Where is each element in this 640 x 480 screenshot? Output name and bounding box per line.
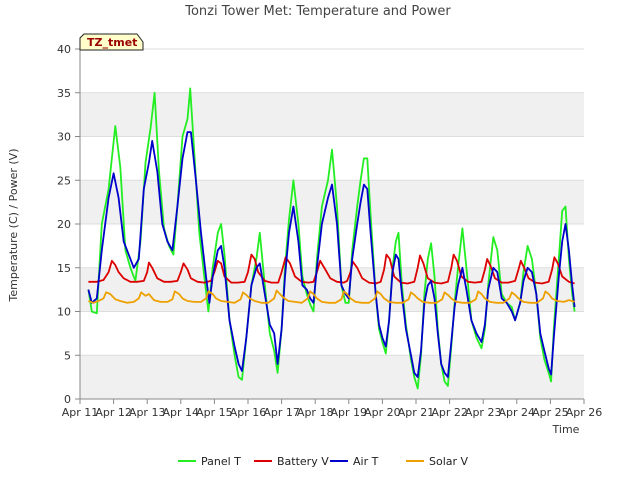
badge: TZ_tmet [79,33,144,51]
x-tick-label: Apr 21 [398,406,435,419]
x-tick-label: Apr 12 [95,406,132,419]
legend-label-panel-t: Panel T [201,455,241,468]
x-tick-label: Apr 13 [129,406,166,419]
x-tick-label: Apr 25 [532,406,569,419]
grid-lines [80,48,584,400]
legend-label-air-t: Air T [353,455,379,468]
y-tick-label: 40 [57,43,71,56]
x-tick-label: Apr 17 [263,406,300,419]
series-line-solar-v [88,289,575,304]
legend: Panel T Battery V Air T Solar V [178,455,469,468]
x-tick-label: Apr 23 [465,406,502,419]
y-tick-label: 25 [57,174,71,187]
series-line-panel-t [87,87,576,390]
grid-band [80,92,584,137]
x-tick-label: Apr 20 [364,406,401,419]
x-tick-label: Apr 26 [566,406,603,419]
x-tick-label: Apr 15 [196,406,233,419]
grid-band [80,355,584,399]
y-tick-label: 35 [57,87,71,100]
badge-box [79,33,144,51]
y-tick-label: 5 [64,349,71,362]
y-tick-label: 15 [57,262,71,275]
x-tick-label: Apr 18 [297,406,334,419]
series-layer [87,87,576,390]
y-tick-label: 20 [57,218,71,231]
x-axis-title: Time [552,423,580,436]
x-tick-label: Apr 14 [163,406,200,419]
y-tick-label: 30 [57,131,71,144]
series-line-air-t [87,131,576,378]
x-tick-label: Apr 11 [62,406,99,419]
legend-label-battery-v: Battery V [277,455,329,468]
y-tick-label: 0 [64,393,71,406]
y-axis-title: Temperature (C) / Power (V) [7,148,20,302]
y-tick-label: 10 [57,306,71,319]
x-tick-label: Apr 19 [331,406,368,419]
legend-label-solar-v: Solar V [429,455,469,468]
x-tick-label: Apr 24 [499,406,536,419]
badge-label: TZ_tmet [87,36,137,49]
x-tick-label: Apr 22 [431,406,468,419]
x-tick-label: Apr 16 [230,406,267,419]
chart-title: Tonzi Tower Met: Temperature and Power [184,4,451,19]
